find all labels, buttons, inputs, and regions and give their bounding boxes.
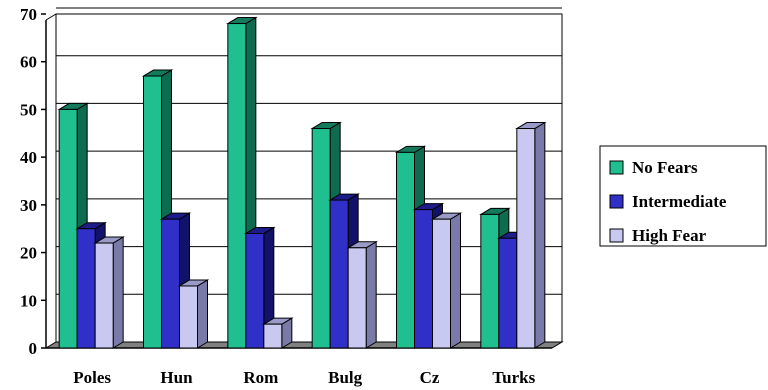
bar-front [329,199,349,349]
legend-label: No Fears [632,158,698,177]
x-axis-labels: Poles Hun Rom Bulg Cz Turks [73,368,535,387]
bar-front [143,75,162,349]
bar-front [396,151,415,349]
bar [262,317,294,349]
y-tick-label: 40 [20,148,37,167]
legend-label: High Fear [632,226,707,245]
bar [177,279,210,349]
bar-front [414,209,433,349]
legend-swatch [609,228,624,243]
x-category-label: Hun [160,368,193,387]
bar-front [263,323,283,349]
legend-swatch [609,194,624,209]
y-tick-label: 50 [20,100,37,119]
legend: No Fears Intermediate High Fear [599,145,767,247]
y-tick-label: 10 [20,291,37,310]
legend-box [599,145,767,247]
x-category-label: Rom [243,368,278,387]
bar-front [76,228,96,349]
x-category-label: Turks [492,368,535,387]
gridlines [56,7,562,295]
bar-front [179,285,198,349]
bar [346,240,378,349]
bar-front [498,237,518,349]
y-axis-ticks: 0 10 20 30 40 50 60 70 [20,5,46,358]
bar-front [480,213,500,349]
bar-front [245,232,265,349]
bar-side [112,236,124,349]
bar-front [347,247,367,349]
bar-front [516,128,536,349]
bar-front [432,218,451,349]
bar-front [161,218,180,349]
y-tick-label: 70 [20,5,37,24]
x-category-label: Bulg [328,368,363,387]
bar-front [311,128,331,349]
bar [244,226,276,349]
y-tick-label: 0 [29,339,38,358]
bar-front [94,242,114,349]
y-tick-label: 60 [20,53,37,72]
legend-label: Intermediate [632,192,727,211]
bar [93,236,125,349]
bar-side [197,279,208,349]
bar-front [58,108,78,349]
x-category-label: Cz [420,368,440,387]
legend-swatch [609,160,624,175]
bar-side [450,212,461,349]
bar [515,121,547,349]
bar-side [534,121,546,349]
bar-side [365,240,377,349]
bar [430,212,463,349]
bar-front [227,23,247,349]
y-tick-label: 30 [20,196,37,215]
wall-depth-edge [45,13,57,21]
x-category-label: Poles [73,368,111,387]
y-tick-label: 20 [20,244,37,263]
bars [57,16,547,349]
